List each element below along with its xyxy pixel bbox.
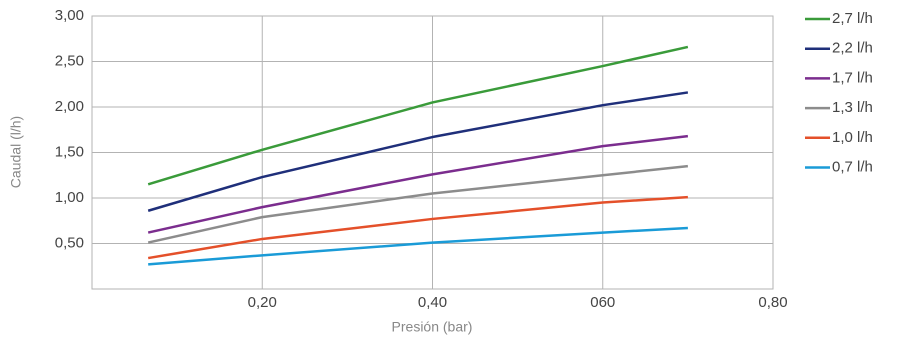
series-line <box>147 164 689 244</box>
legend-label: 0,7 l/h <box>832 158 873 175</box>
y-tick-label: 0,50 <box>55 234 84 251</box>
y-tick-label: 2,50 <box>55 52 84 69</box>
x-tick-label: 060 <box>590 294 615 311</box>
x-axis-title: Presión (bar) <box>392 319 473 335</box>
legend-label: 2,2 l/h <box>832 40 873 57</box>
legend-label: 1,0 l/h <box>832 129 873 146</box>
y-tick-label: 3,00 <box>55 7 84 24</box>
legend-label: 1,3 l/h <box>832 99 873 116</box>
series-line <box>147 91 689 212</box>
legend-label: 2,7 l/h <box>832 10 873 27</box>
x-tick-label: 0,20 <box>248 294 277 311</box>
x-tick-label: 0,80 <box>758 294 787 311</box>
series-line <box>147 45 689 186</box>
x-tick-label: 0,40 <box>418 294 447 311</box>
y-axis-title: Caudal (l/h) <box>8 116 24 188</box>
legend-label: 1,7 l/h <box>832 69 873 86</box>
series-line <box>148 226 688 266</box>
y-tick-label: 1,00 <box>55 189 84 206</box>
y-tick-label: 1,50 <box>55 143 84 160</box>
y-tick-label: 2,00 <box>55 98 84 115</box>
series-line <box>147 195 688 260</box>
series-line <box>147 134 689 234</box>
